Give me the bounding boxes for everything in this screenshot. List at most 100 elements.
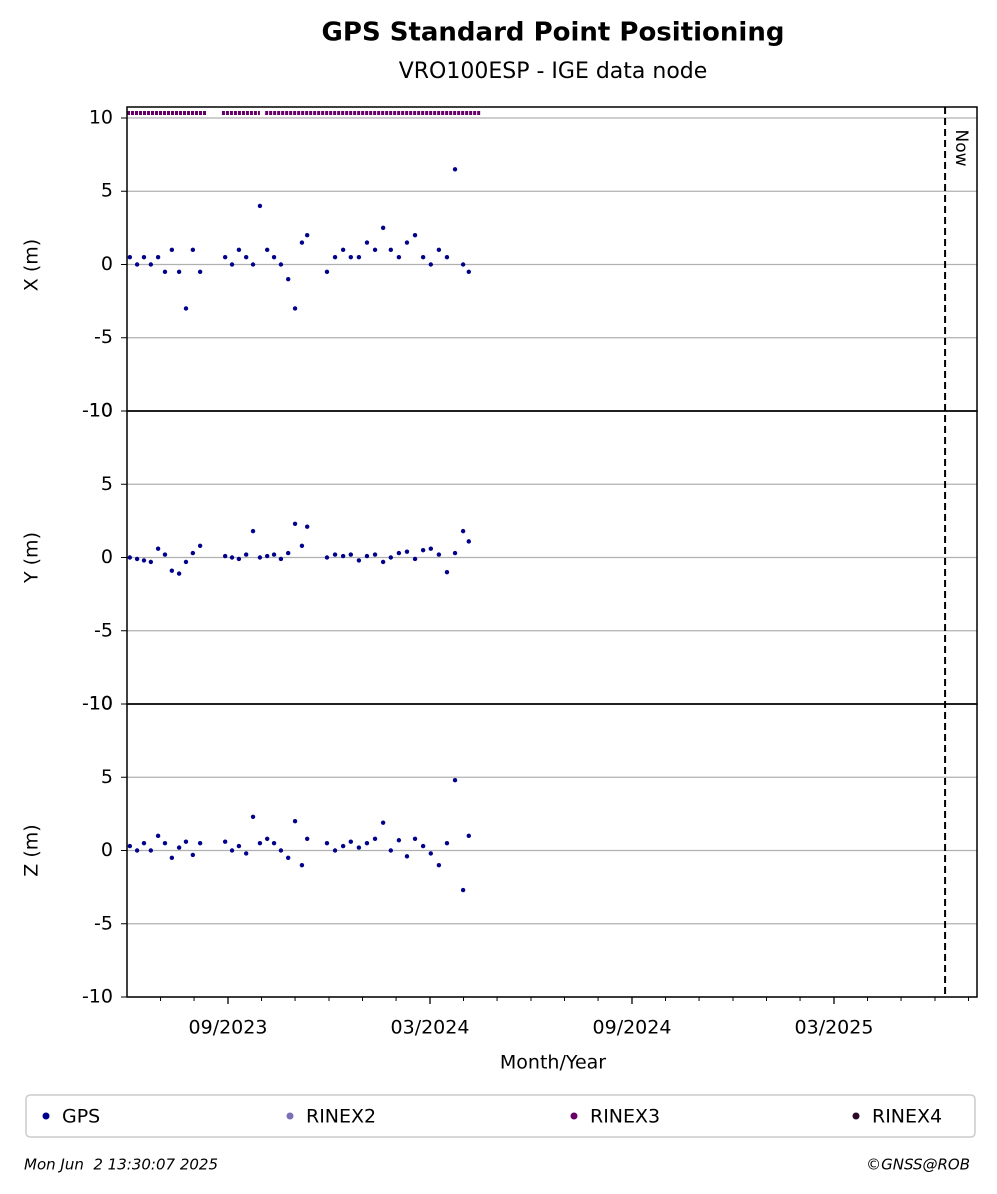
data-point bbox=[148, 848, 154, 853]
data-point bbox=[304, 836, 310, 841]
data-point bbox=[356, 558, 362, 563]
y-tick-label: 10 bbox=[89, 400, 113, 422]
data-point bbox=[404, 854, 410, 859]
data-point bbox=[285, 855, 291, 861]
data-point bbox=[460, 262, 466, 267]
data-point bbox=[190, 852, 196, 858]
data-point bbox=[444, 254, 450, 260]
data-point bbox=[304, 524, 310, 529]
data-point bbox=[264, 836, 270, 841]
data-point bbox=[428, 546, 434, 551]
data-point bbox=[155, 833, 161, 839]
data-point bbox=[243, 851, 249, 856]
now-label: Now bbox=[951, 129, 971, 166]
data-point bbox=[183, 839, 189, 844]
y-tick-label: 0 bbox=[101, 839, 113, 861]
data-point bbox=[162, 840, 168, 846]
legend-marker bbox=[42, 1112, 50, 1120]
data-point bbox=[271, 840, 277, 846]
data-point bbox=[250, 262, 256, 267]
data-point bbox=[466, 269, 471, 275]
y-tick-label: 5 bbox=[101, 180, 113, 202]
legend-marker bbox=[852, 1112, 860, 1120]
data-point bbox=[380, 559, 386, 565]
chart-subtitle: VRO100ESP - IGE data node bbox=[399, 59, 708, 84]
data-point bbox=[420, 547, 426, 553]
data-point bbox=[271, 254, 277, 260]
data-point bbox=[271, 552, 277, 557]
data-point bbox=[243, 254, 249, 260]
data-point bbox=[285, 276, 291, 282]
y-tick-label: 10 bbox=[89, 693, 113, 715]
data-point bbox=[452, 550, 458, 556]
data-point bbox=[236, 247, 242, 253]
data-point bbox=[372, 836, 378, 841]
data-point bbox=[452, 777, 458, 783]
data-point bbox=[412, 232, 418, 238]
data-point bbox=[127, 555, 133, 560]
data-point bbox=[340, 843, 346, 849]
data-point bbox=[155, 546, 161, 551]
data-point bbox=[380, 820, 386, 825]
data-point bbox=[190, 550, 196, 556]
data-point bbox=[169, 247, 175, 253]
data-point bbox=[229, 555, 235, 560]
data-point bbox=[412, 836, 418, 841]
data-point bbox=[332, 254, 338, 260]
data-point bbox=[134, 262, 140, 267]
data-point bbox=[257, 203, 263, 209]
data-point bbox=[183, 306, 189, 311]
data-point bbox=[460, 528, 466, 534]
data-point bbox=[278, 262, 284, 267]
data-point bbox=[222, 553, 228, 559]
data-point bbox=[436, 862, 442, 868]
data-point bbox=[222, 839, 228, 844]
legend-box bbox=[25, 1094, 976, 1138]
data-point bbox=[292, 521, 298, 527]
data-point bbox=[197, 543, 203, 548]
data-point bbox=[388, 247, 394, 253]
legend-label: RINEX4 bbox=[872, 1106, 942, 1128]
data-point bbox=[364, 240, 370, 245]
data-point bbox=[466, 539, 471, 544]
data-point bbox=[388, 848, 394, 853]
legend-label: RINEX3 bbox=[590, 1106, 660, 1128]
data-point bbox=[169, 855, 175, 861]
data-point bbox=[412, 556, 418, 562]
data-point bbox=[236, 556, 242, 562]
data-point bbox=[264, 247, 270, 253]
data-point bbox=[176, 571, 182, 576]
data-point bbox=[299, 862, 305, 868]
data-point bbox=[332, 848, 338, 853]
data-point bbox=[396, 550, 402, 556]
data-point bbox=[176, 845, 182, 850]
data-point bbox=[324, 840, 330, 846]
data-point bbox=[460, 887, 466, 893]
data-point bbox=[348, 839, 354, 844]
data-point bbox=[222, 254, 228, 260]
data-point bbox=[243, 552, 249, 557]
data-point bbox=[324, 555, 330, 560]
timestamp: Mon Jun 2 13:30:07 2025 bbox=[24, 1156, 218, 1174]
data-point bbox=[169, 568, 175, 573]
data-point bbox=[372, 552, 378, 557]
y-axis-label: X (m) bbox=[21, 239, 43, 291]
panel-frame bbox=[126, 106, 978, 412]
data-point bbox=[134, 848, 140, 853]
data-point bbox=[285, 550, 291, 556]
data-point bbox=[364, 840, 370, 846]
data-point bbox=[292, 306, 298, 311]
data-point bbox=[278, 556, 284, 562]
y-tick-label: -5 bbox=[94, 912, 113, 934]
y-axis-label: Y (m) bbox=[21, 532, 43, 584]
data-point bbox=[396, 254, 402, 260]
legend-marker bbox=[286, 1112, 294, 1120]
data-point bbox=[420, 254, 426, 260]
y-axis-label: Z (m) bbox=[21, 824, 43, 876]
y-tick-label: 0 bbox=[101, 253, 113, 275]
data-point bbox=[304, 232, 310, 238]
data-point bbox=[452, 167, 458, 172]
y-tick-label: -10 bbox=[82, 400, 113, 422]
data-point bbox=[250, 528, 256, 534]
